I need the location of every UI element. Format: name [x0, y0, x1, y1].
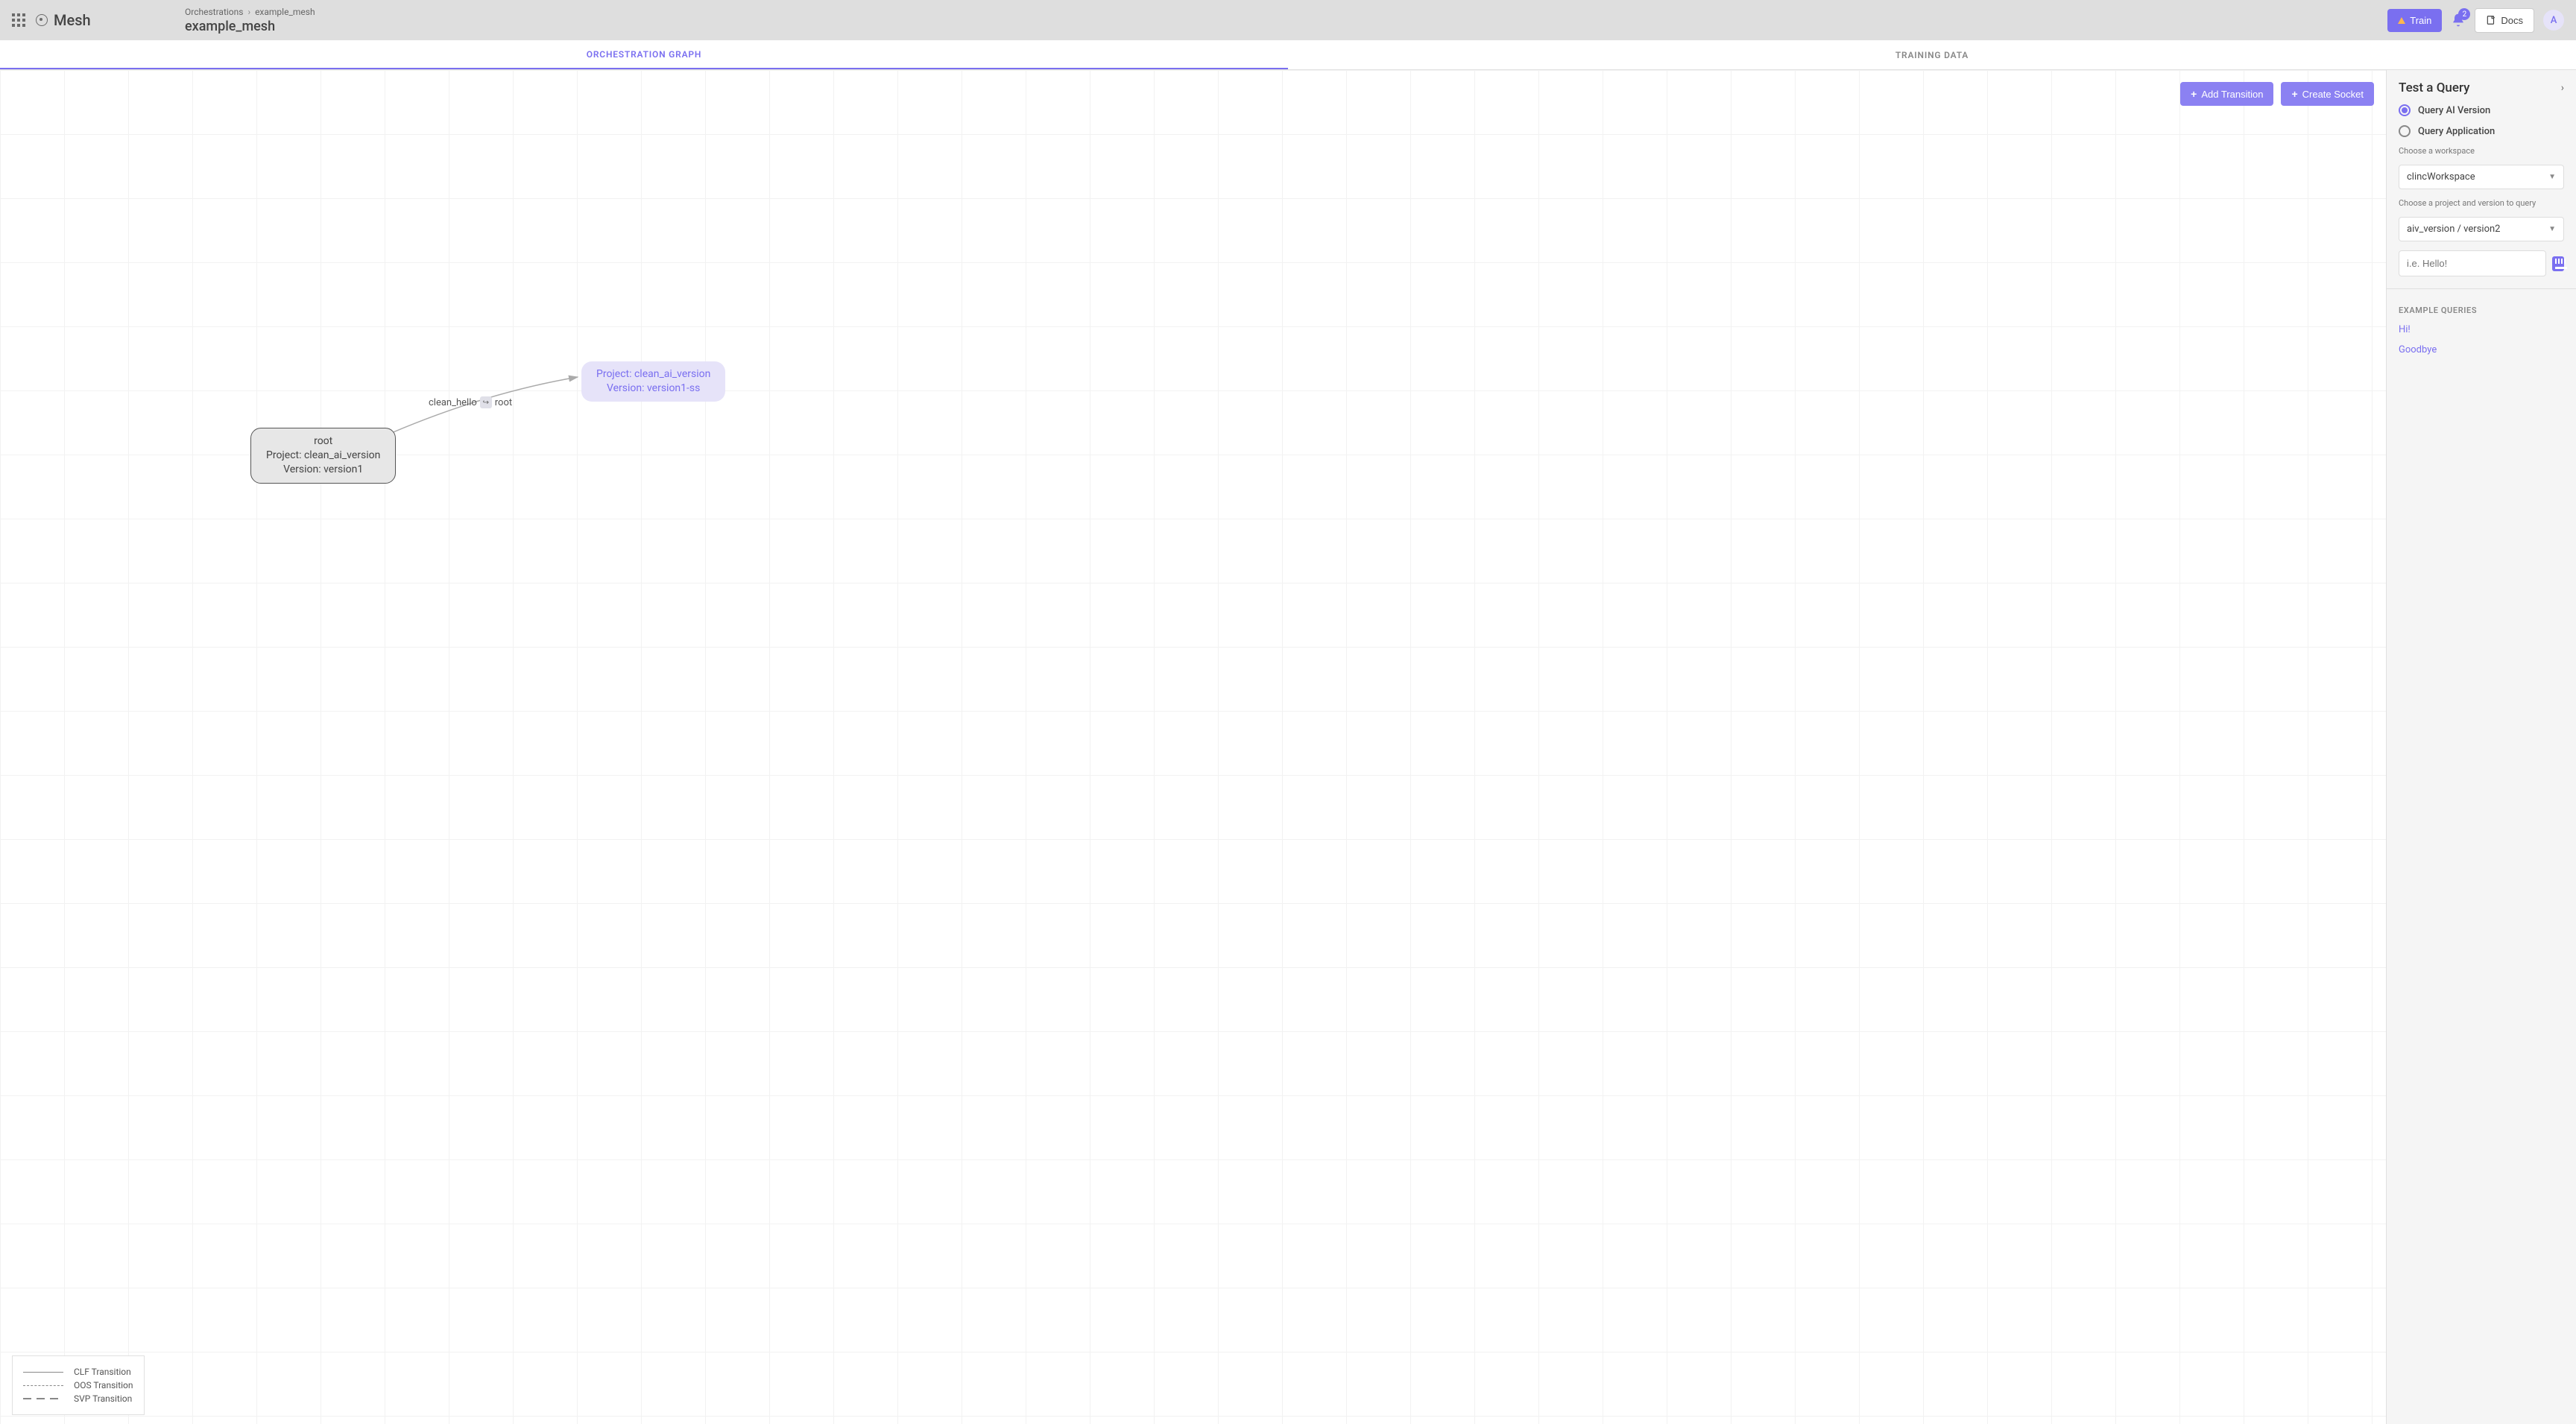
- project-value: aiv_version / version2: [2407, 224, 2500, 235]
- project-select[interactable]: aiv_version / version2 ▼: [2399, 217, 2564, 241]
- workspace-value: clincWorkspace: [2407, 171, 2475, 183]
- arrow-icon: ↪: [480, 396, 492, 408]
- radio-query-ai-version[interactable]: Query AI Version: [2399, 104, 2564, 116]
- tab-orchestration-graph[interactable]: ORCHESTRATION GRAPH: [0, 40, 1288, 69]
- legend-label: SVP Transition: [74, 1393, 132, 1404]
- chevron-down-icon: ▼: [2548, 173, 2556, 181]
- legend-row-oos: OOS Transition: [23, 1380, 133, 1390]
- tab-training-data[interactable]: TRAINING DATA: [1288, 40, 2576, 69]
- main: + Add Transition + Create Socket clean_h…: [0, 70, 2576, 1424]
- legend: CLF Transition OOS Transition SVP Transi…: [12, 1355, 145, 1415]
- radio-query-application[interactable]: Query Application: [2399, 125, 2564, 137]
- node-line: Project: clean_ai_version: [266, 449, 380, 463]
- add-transition-label: Add Transition: [2201, 89, 2263, 100]
- top-actions: Train 2 Docs A: [2387, 8, 2564, 33]
- chevron-right-icon: ›: [247, 7, 250, 17]
- example-query-link[interactable]: Hi!: [2399, 324, 2564, 335]
- panel-header[interactable]: Test a Query ›: [2399, 80, 2564, 95]
- legend-label: OOS Transition: [74, 1380, 133, 1390]
- warning-icon: [2398, 17, 2405, 24]
- query-input[interactable]: [2399, 250, 2546, 276]
- node-line: Project: clean_ai_version: [596, 367, 710, 382]
- docs-label: Docs: [2501, 15, 2523, 26]
- radio-label: Query Application: [2418, 126, 2495, 137]
- graph-node-target[interactable]: Project: clean_ai_version Version: versi…: [581, 361, 725, 402]
- apps-grid-icon[interactable]: [12, 13, 25, 27]
- query-input-row: [2399, 250, 2564, 276]
- panel-title: Test a Query: [2399, 80, 2469, 95]
- add-transition-button[interactable]: + Add Transition: [2180, 82, 2273, 106]
- radio-icon: [2399, 125, 2411, 137]
- graph-node-root[interactable]: root Project: clean_ai_version Version: …: [250, 428, 396, 484]
- test-query-panel: Test a Query › Query AI Version Query Ap…: [2387, 70, 2576, 1424]
- avatar[interactable]: A: [2543, 10, 2564, 31]
- workspace-select[interactable]: clincWorkspace ▼: [2399, 165, 2564, 189]
- breadcrumb: Orchestrations › example_mesh: [185, 7, 315, 17]
- notification-badge: 2: [2458, 8, 2470, 20]
- docs-icon: [2486, 15, 2496, 25]
- node-line: Version: version1: [266, 463, 380, 477]
- edge-label-source: clean_hello: [429, 397, 477, 408]
- plus-icon: +: [2291, 88, 2297, 100]
- train-label: Train: [2410, 15, 2431, 26]
- legend-label: CLF Transition: [74, 1367, 131, 1377]
- keyboard-icon[interactable]: [2552, 256, 2564, 271]
- workspace-label: Choose a workspace: [2399, 146, 2564, 156]
- docs-button[interactable]: Docs: [2475, 8, 2534, 33]
- breadcrumb-wrap: Orchestrations › example_mesh example_me…: [185, 0, 315, 40]
- plus-icon: +: [2191, 88, 2197, 100]
- legend-line-dashed: [23, 1385, 63, 1386]
- project-label: Choose a project and version to query: [2399, 198, 2564, 208]
- legend-row-clf: CLF Transition: [23, 1367, 133, 1377]
- target-icon: [36, 14, 48, 26]
- graph-canvas[interactable]: + Add Transition + Create Socket clean_h…: [0, 70, 2387, 1424]
- create-socket-button[interactable]: + Create Socket: [2281, 82, 2374, 106]
- top-bar: Mesh Orchestrations › example_mesh examp…: [0, 0, 2576, 40]
- radio-label: Query AI Version: [2418, 105, 2490, 116]
- page-title: example_mesh: [185, 19, 315, 34]
- notifications-button[interactable]: 2: [2451, 13, 2466, 28]
- examples-label: EXAMPLE QUERIES: [2399, 306, 2564, 315]
- divider: [2387, 288, 2576, 289]
- chevron-right-icon: ›: [2561, 82, 2564, 94]
- edge-label-target: root: [495, 397, 512, 408]
- legend-row-svp: SVP Transition: [23, 1393, 133, 1404]
- tab-bar: ORCHESTRATION GRAPH TRAINING DATA: [0, 40, 2576, 70]
- train-button[interactable]: Train: [2387, 9, 2442, 32]
- brand-name: Mesh: [54, 11, 91, 29]
- edge-label: clean_hello ↪ root: [429, 396, 512, 408]
- canvas-buttons: + Add Transition + Create Socket: [2180, 82, 2374, 106]
- create-socket-label: Create Socket: [2302, 89, 2364, 100]
- example-query-link[interactable]: Goodbye: [2399, 344, 2564, 355]
- node-line: Version: version1-ss: [596, 382, 710, 396]
- breadcrumb-leaf: example_mesh: [255, 7, 315, 17]
- node-line: root: [266, 434, 380, 449]
- chevron-down-icon: ▼: [2548, 225, 2556, 233]
- breadcrumb-root[interactable]: Orchestrations: [185, 7, 243, 17]
- legend-line-longdash: [23, 1398, 63, 1399]
- graph-edge: [0, 70, 2386, 1424]
- radio-icon: [2399, 104, 2411, 116]
- legend-line-solid: [23, 1372, 63, 1373]
